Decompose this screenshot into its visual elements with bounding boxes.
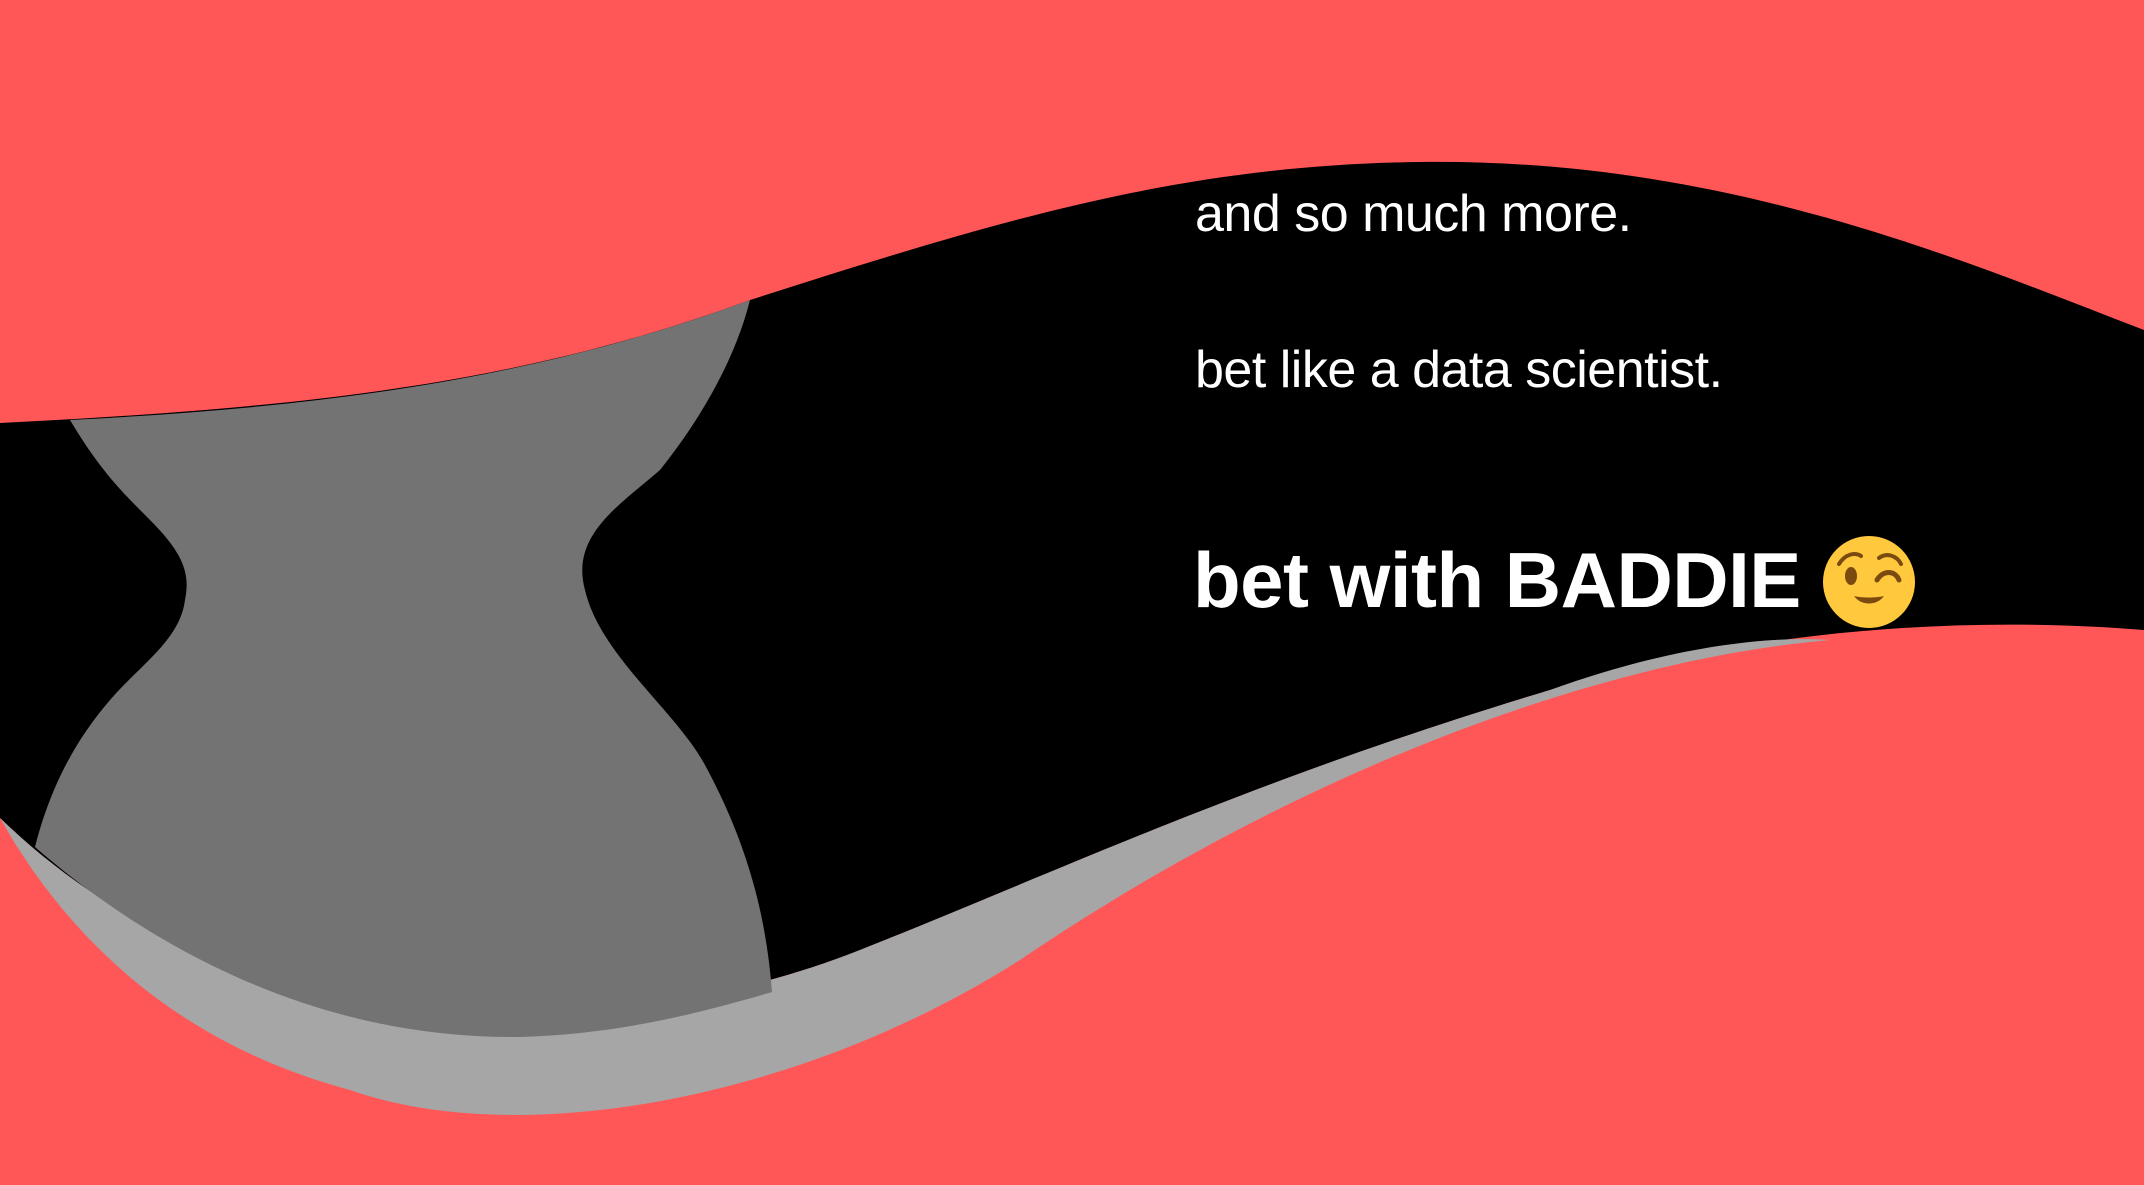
tagline-data-scientist: bet like a data scientist. bbox=[1195, 341, 1723, 399]
winking-face-icon bbox=[1822, 536, 1915, 628]
dark-gray-hourglass bbox=[35, 300, 772, 1038]
tagline-more: and so much more. bbox=[1195, 185, 1632, 243]
light-gray-swoosh bbox=[0, 639, 1830, 1115]
cta-headline: bet with BADDIE bbox=[1193, 530, 1917, 630]
cta-text: bet with BADDIE bbox=[1193, 536, 1801, 624]
